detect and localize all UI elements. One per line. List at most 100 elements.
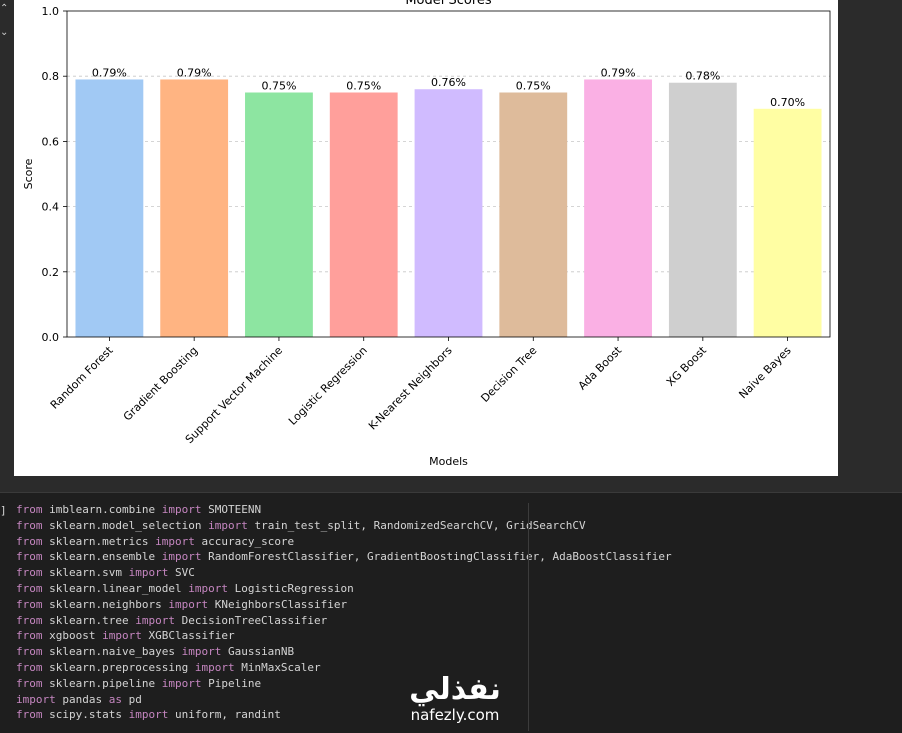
code-text: sklearn.preprocessing	[42, 660, 195, 674]
y-tick-label: 1.0	[42, 5, 60, 18]
y-tick-label: 0.4	[42, 201, 60, 214]
code-line[interactable]: from xgboost import XGBClassifier	[16, 628, 672, 644]
code-line[interactable]: from sklearn.linear_model import Logisti…	[16, 581, 672, 597]
x-tick-label: Decision Tree	[478, 344, 539, 405]
code-text: DecisionTreeClassifier	[174, 613, 328, 627]
bar	[753, 108, 822, 337]
y-tick-label: 0.8	[42, 70, 60, 83]
x-tick-label: K-Nearest Neighbors	[366, 344, 455, 433]
code-line[interactable]: from sklearn.tree import DecisionTreeCla…	[16, 613, 672, 629]
code-text: Pipeline	[201, 676, 262, 690]
bar-value-label: 0.79%	[177, 66, 212, 79]
code-text: MinMaxScaler	[234, 660, 321, 674]
chart-output: 0.79% Random Forest 0.79% Gradient Boosting…	[14, 0, 838, 476]
code-keyword: from	[16, 660, 43, 674]
y-tick-label: 0.2	[42, 266, 60, 279]
code-text: sklearn.pipeline	[42, 676, 162, 690]
bar-value-label: 0.79%	[92, 66, 127, 79]
code-line[interactable]: import pandas as pd	[16, 692, 672, 708]
bar-value-label: 0.75%	[346, 80, 381, 93]
code-text: train_test_split, RandomizedSearchCV, Gr…	[247, 518, 586, 532]
code-line[interactable]: from imblearn.combine import SMOTEENN	[16, 502, 672, 518]
bar	[414, 89, 483, 338]
code-text: SMOTEENN	[201, 503, 262, 516]
code-line[interactable]: from sklearn.pipeline import Pipeline	[16, 676, 672, 692]
code-line[interactable]: from sklearn.preprocessing import MinMax…	[16, 660, 672, 676]
plot-frame	[66, 10, 831, 338]
execution-marker: ]	[0, 504, 7, 517]
bar-chart: 0.79% Random Forest 0.79% Gradient Boosting…	[22, 0, 831, 468]
bar-value-label: 0.79%	[601, 66, 636, 79]
code-keyword: import	[155, 534, 195, 548]
code-keyword: from	[16, 503, 43, 516]
code-keyword: from	[16, 645, 43, 659]
code-keyword: from	[16, 613, 43, 627]
code-keyword: from	[16, 534, 43, 548]
bar	[499, 92, 568, 337]
code-keyword: import	[208, 518, 248, 532]
x-axis-label: Models	[429, 455, 468, 468]
code-keyword: from	[16, 581, 43, 595]
code-keyword: import	[135, 613, 175, 627]
watermark: نفذلي nafezly.com	[395, 672, 515, 732]
code-keyword: import	[161, 503, 202, 516]
code-keyword: from	[16, 566, 43, 580]
code-keyword: from	[16, 676, 43, 690]
code-editor[interactable]: from imblearn.combine import SMOTEENN fro…	[16, 502, 672, 723]
code-line[interactable]: from sklearn.metrics import accuracy_sco…	[16, 534, 672, 550]
x-tick-label: Support Vector Machine	[183, 344, 285, 446]
code-text: scipy.stats	[42, 708, 129, 722]
bar	[584, 79, 652, 338]
watermark-logo: نفذلي	[409, 672, 501, 707]
code-text: sklearn.metrics	[42, 534, 156, 548]
bar	[160, 79, 229, 338]
code-cell[interactable]: ] from imblearn.combine import SMOTEENN f…	[0, 492, 902, 733]
x-tick-label: Gradient Boosting	[121, 344, 201, 424]
code-text: sklearn.model_selection	[42, 518, 209, 532]
code-text: sklearn.svm	[42, 566, 129, 580]
code-text: sklearn.linear_model	[42, 581, 189, 595]
code-line[interactable]: from scipy.stats import uniform, randint	[16, 707, 672, 723]
output-marker-bottom: ⌄	[0, 27, 9, 38]
bar-value-label: 0.78%	[685, 70, 720, 83]
x-tick-label: Ada Boost	[576, 343, 625, 392]
line-length-ruler	[528, 503, 529, 731]
code-text: sklearn.naive_bayes	[42, 645, 182, 659]
code-text: LogisticRegression	[227, 581, 354, 595]
code-line[interactable]: from sklearn.model_selection import trai…	[16, 518, 672, 534]
code-keyword: from	[16, 708, 43, 722]
bar	[329, 92, 398, 337]
x-tick-label: Logistic Regression	[286, 344, 370, 428]
bar	[245, 92, 313, 337]
output-area: ⌃ ⌄ 0.79% Random Forest 0.79% Gradient Boos…	[0, 0, 838, 476]
code-text: uniform, randint	[168, 708, 281, 722]
code-line[interactable]: from sklearn.neighbors import KNeighbors…	[16, 597, 672, 613]
x-tick-label: Random Forest	[48, 343, 116, 411]
code-line[interactable]: from sklearn.ensemble import RandomFores…	[16, 549, 672, 565]
code-text: XGBClassifier	[141, 629, 235, 643]
code-keyword: import	[194, 660, 235, 674]
x-tick-label: Naive Bayes	[736, 344, 794, 402]
code-keyword: import	[128, 708, 169, 722]
code-keyword: from	[16, 597, 43, 611]
code-keyword: from	[16, 550, 43, 564]
code-text: pandas	[55, 692, 109, 706]
bar	[75, 79, 144, 338]
chart-title: Model Scores	[405, 0, 492, 8]
code-line[interactable]: from sklearn.naive_bayes import Gaussian…	[16, 644, 672, 660]
code-text: sklearn.tree	[42, 613, 136, 627]
code-text: accuracy_score	[194, 534, 295, 548]
bar-value-label: 0.75%	[516, 80, 551, 93]
bar-value-label: 0.70%	[770, 96, 805, 109]
code-keyword: import	[102, 629, 142, 643]
code-text: imblearn.combine	[42, 503, 162, 516]
code-keyword: as	[108, 692, 122, 706]
code-text: KNeighborsClassifier	[208, 597, 348, 611]
code-text: GaussianNB	[221, 645, 295, 659]
code-keyword: import	[16, 692, 56, 706]
code-line[interactable]: from sklearn.svm import SVC	[16, 565, 672, 581]
code-keyword: import	[188, 581, 228, 595]
code-keyword: import	[161, 676, 202, 690]
y-tick-label: 0.6	[42, 135, 60, 148]
code-text: xgboost	[42, 629, 103, 643]
